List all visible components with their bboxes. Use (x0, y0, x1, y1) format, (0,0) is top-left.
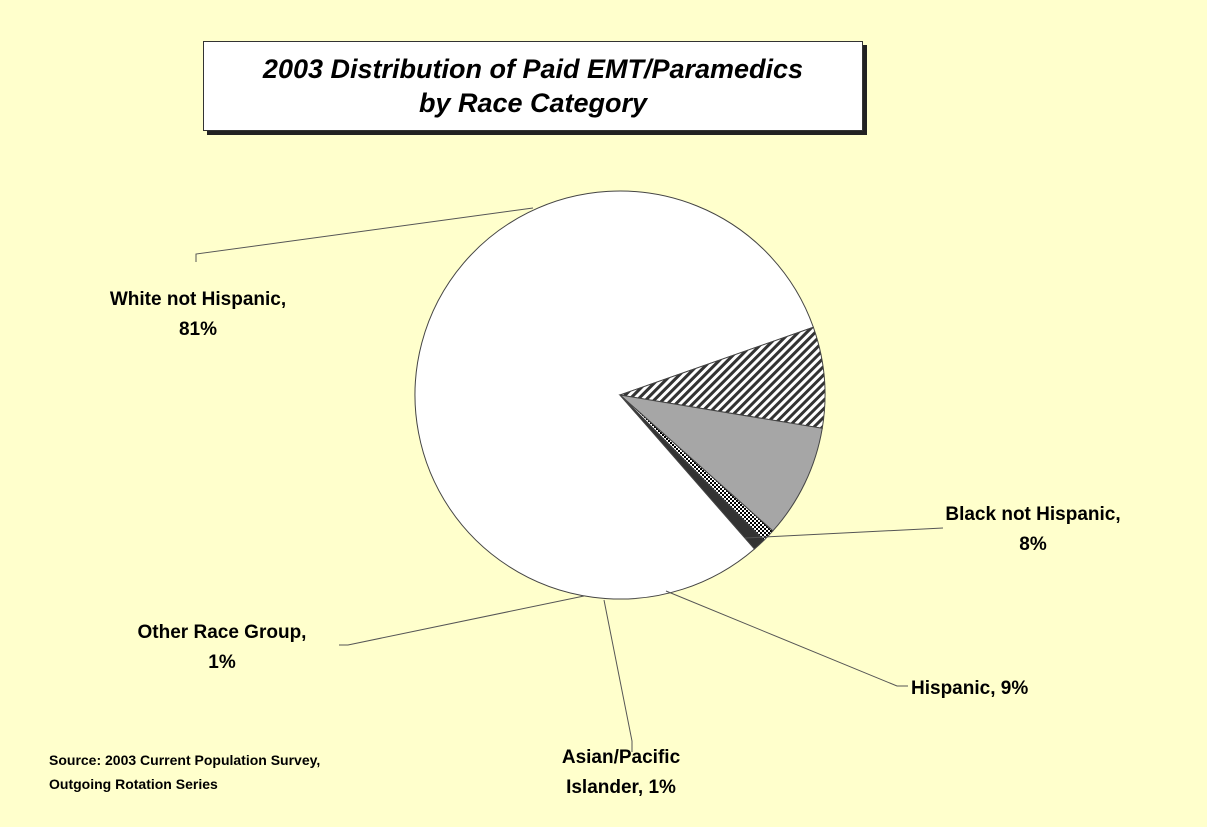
chart-title-line-2: by Race Category (418, 88, 648, 118)
leader-line (665, 590, 908, 687)
leader-line (195, 207, 534, 262)
source-line-1: Source: 2003 Current Population Survey, (49, 752, 321, 768)
source-note: Source: 2003 Current Population Survey, … (49, 748, 320, 796)
chart-title-box: 2003 Distribution of Paid EMT/Paramedics… (203, 41, 863, 131)
pie-slice-white-not-hispanic (414, 190, 815, 600)
leader-line (339, 595, 585, 646)
slice-label: 1% (208, 652, 236, 673)
slice-label: Other Race Group, (138, 622, 307, 643)
leader-line (603, 599, 633, 752)
pie-slice-hispanic (618, 394, 823, 532)
leader-line (744, 527, 944, 539)
slice-label: Black not Hispanic, (945, 504, 1120, 525)
slice-label: Islander, 1% (566, 777, 676, 798)
slice-label: 8% (1019, 534, 1047, 555)
slice-label: 81% (179, 319, 217, 340)
slice-label: Asian/Pacific (562, 747, 681, 768)
slice-label: Hispanic, 9% (911, 678, 1028, 699)
chart-title-line-1: 2003 Distribution of Paid EMT/Paramedics (262, 54, 804, 84)
source-line-2: Outgoing Rotation Series (49, 776, 218, 792)
pie-slice-other-race-group (619, 394, 765, 550)
slice-label: White not Hispanic, (110, 289, 286, 310)
